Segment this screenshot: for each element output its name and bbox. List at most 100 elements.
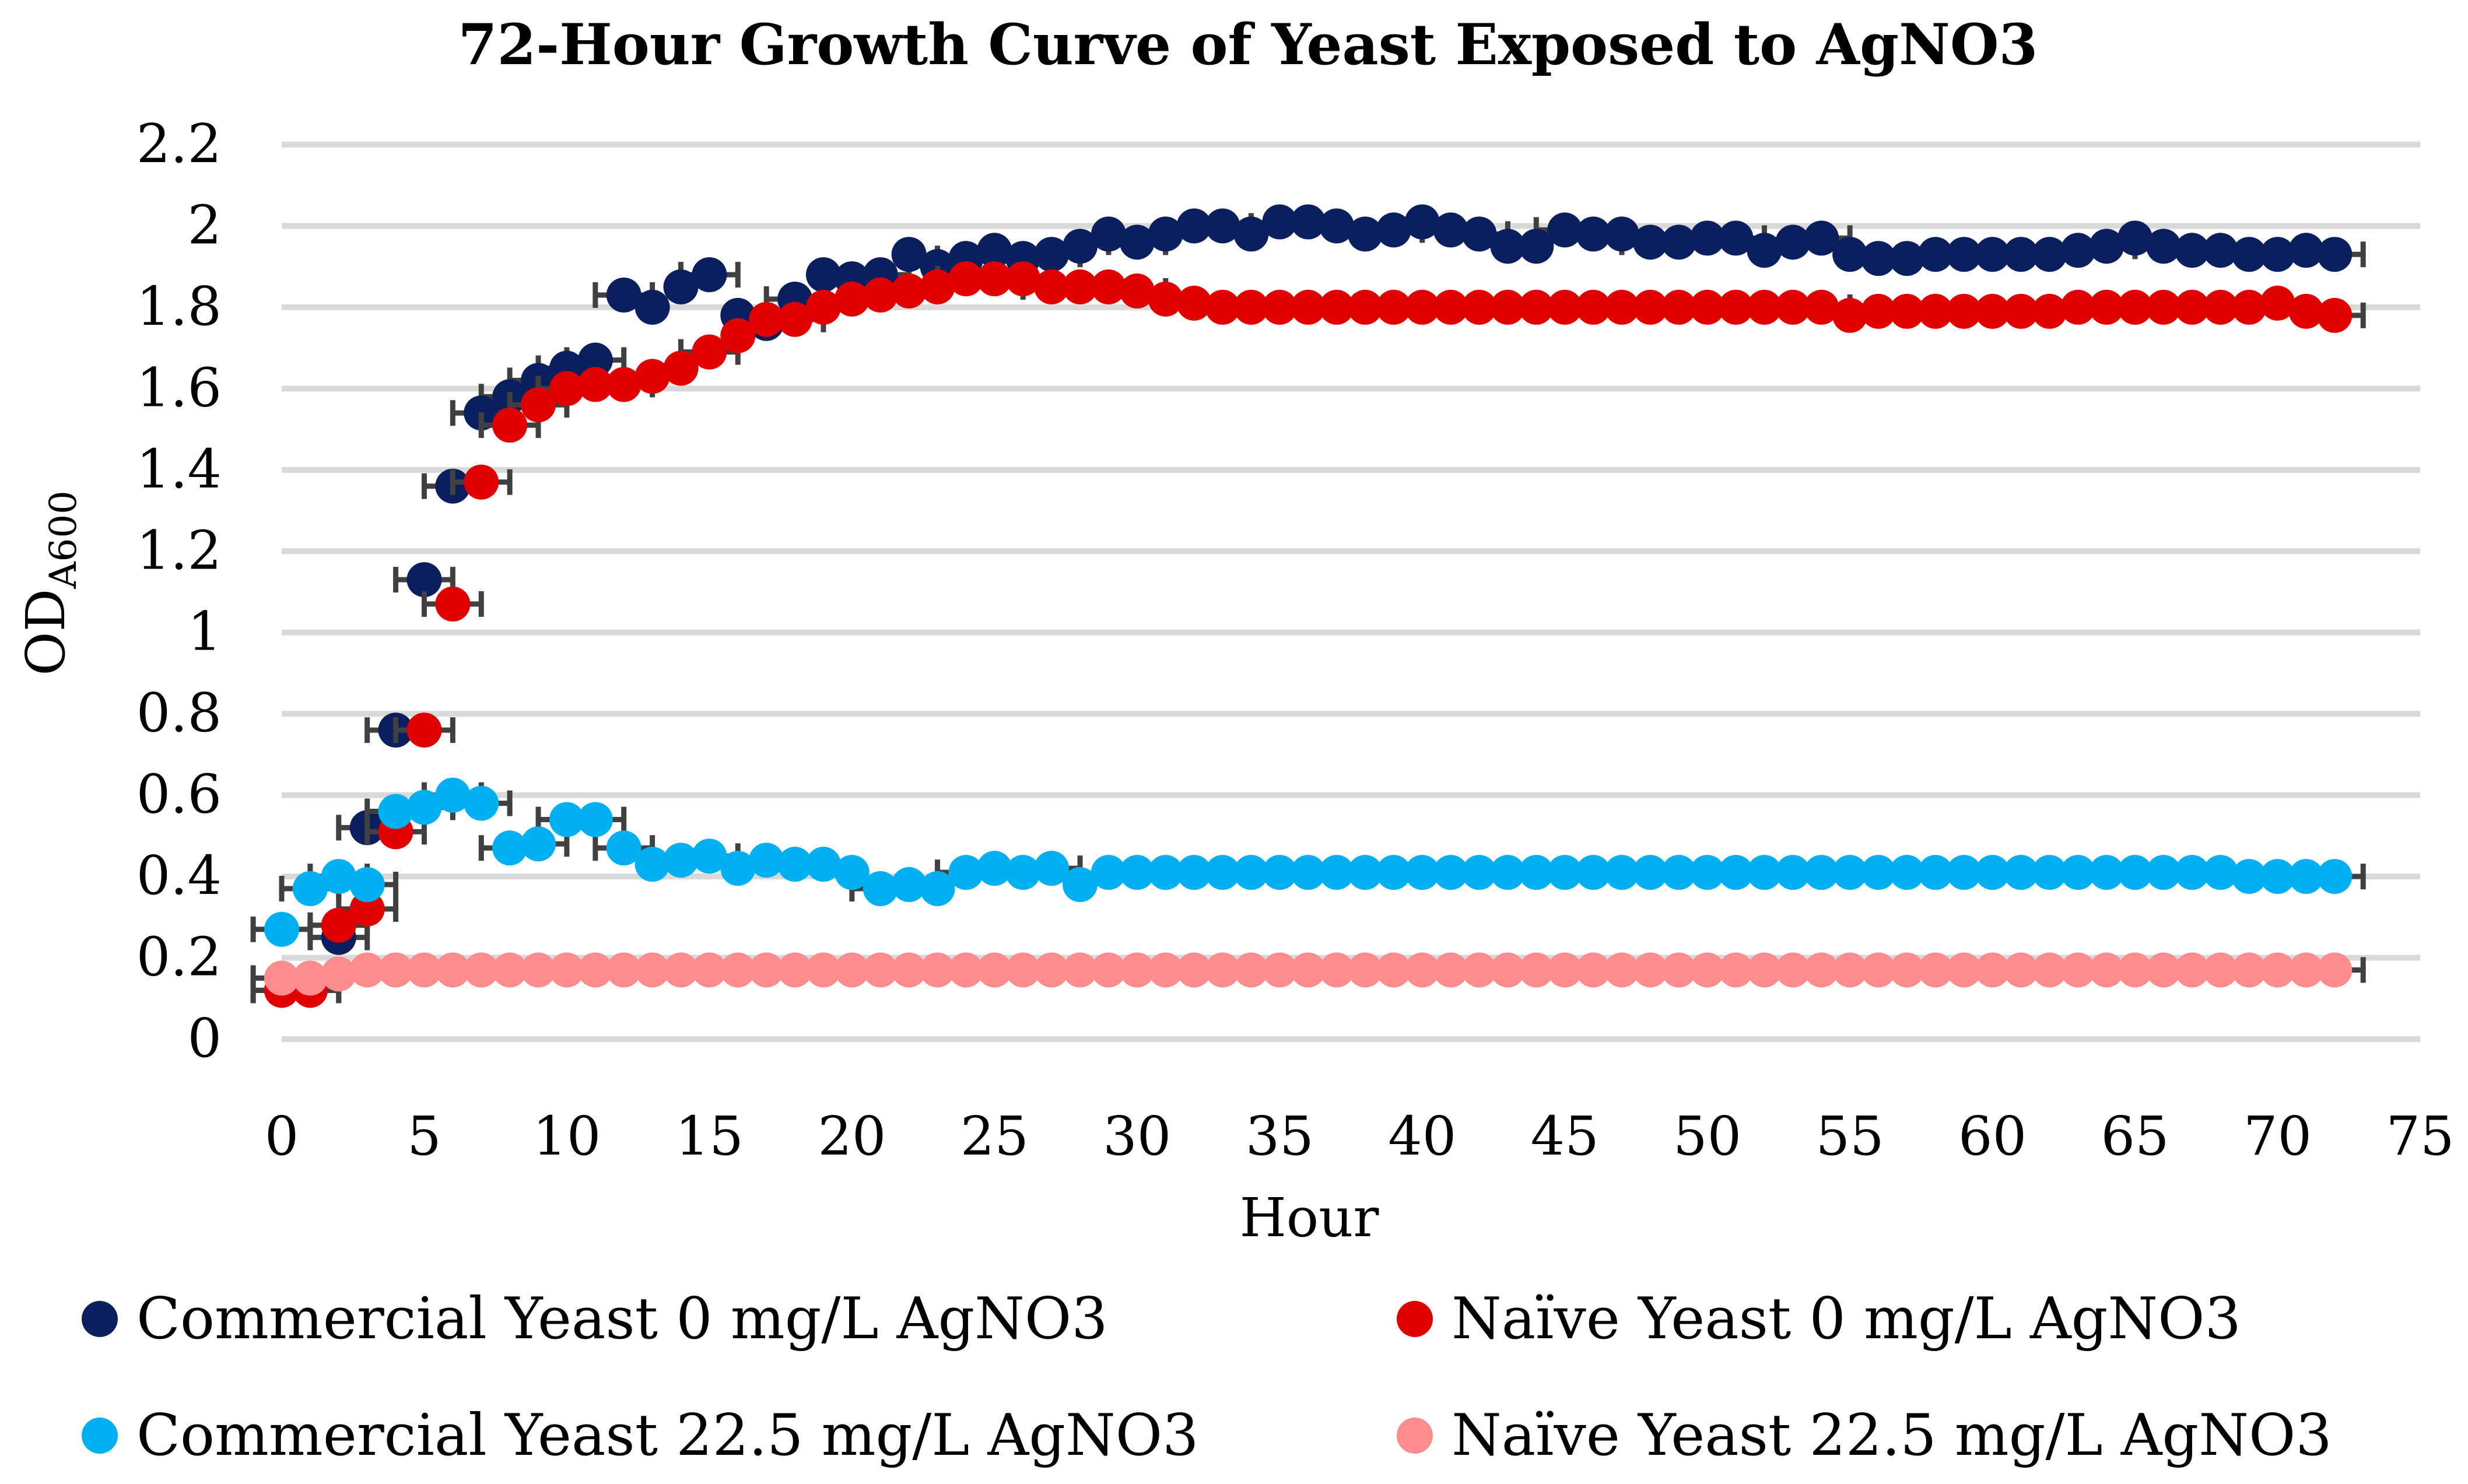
data-point bbox=[406, 952, 442, 988]
data-point bbox=[1034, 952, 1070, 988]
data-point bbox=[1176, 952, 1212, 988]
data-point bbox=[1946, 293, 1982, 329]
data-point bbox=[1091, 269, 1126, 305]
data-point bbox=[1861, 241, 1896, 276]
data-point bbox=[2146, 855, 2181, 890]
data-point bbox=[1433, 212, 1468, 248]
data-point bbox=[805, 289, 841, 325]
data-point bbox=[321, 956, 356, 992]
data-point bbox=[349, 867, 385, 903]
data-point bbox=[1804, 289, 1839, 325]
data-point bbox=[2288, 233, 2324, 268]
data-point bbox=[2032, 293, 2067, 329]
data-point bbox=[521, 387, 556, 423]
data-point bbox=[2260, 859, 2295, 894]
data-point bbox=[977, 233, 1012, 268]
data-point bbox=[1747, 289, 1782, 325]
data-point bbox=[1917, 952, 1953, 988]
data-point bbox=[692, 257, 727, 293]
series-3 bbox=[250, 952, 2366, 996]
legend-label: Commercial Yeast 0 mg/L AgNO3 bbox=[136, 1286, 1108, 1352]
x-tick-label: 10 bbox=[532, 1105, 601, 1167]
legend-label: Commercial Yeast 22.5 mg/L AgNO3 bbox=[136, 1402, 1199, 1469]
data-point bbox=[1148, 216, 1183, 252]
data-point bbox=[492, 830, 528, 866]
data-point bbox=[1347, 216, 1383, 252]
data-point bbox=[1433, 952, 1468, 988]
data-point bbox=[1889, 293, 1924, 329]
data-point bbox=[1632, 289, 1668, 325]
data-point bbox=[834, 281, 870, 317]
data-point bbox=[1661, 952, 1696, 988]
data-point bbox=[1262, 289, 1298, 325]
data-point bbox=[1005, 855, 1041, 890]
data-point bbox=[634, 847, 670, 882]
y-tick-label: 1.8 bbox=[136, 275, 222, 338]
data-point bbox=[1975, 293, 2010, 329]
data-point bbox=[2118, 220, 2153, 256]
data-point bbox=[1119, 855, 1155, 890]
data-point bbox=[1176, 285, 1212, 321]
legend-marker bbox=[82, 1418, 118, 1454]
data-point bbox=[777, 952, 813, 988]
data-point bbox=[1861, 952, 1896, 988]
x-tick-label: 40 bbox=[1388, 1105, 1456, 1167]
data-point bbox=[1205, 208, 1240, 244]
data-point bbox=[1291, 952, 1326, 988]
data-point bbox=[834, 855, 870, 890]
data-point bbox=[2317, 859, 2353, 894]
y-tick-label: 2.2 bbox=[136, 113, 222, 175]
data-point bbox=[1946, 952, 1982, 988]
data-point bbox=[2060, 233, 2096, 268]
data-point bbox=[1775, 289, 1811, 325]
data-point bbox=[634, 289, 670, 325]
data-point bbox=[1176, 208, 1212, 244]
data-point bbox=[1604, 216, 1639, 252]
data-point bbox=[1547, 289, 1583, 325]
legend-label: Naïve Yeast 0 mg/L AgNO3 bbox=[1452, 1286, 2241, 1352]
legend-item-commercial-0: Commercial Yeast 0 mg/L AgNO3 bbox=[82, 1286, 1108, 1352]
data-point bbox=[577, 802, 613, 837]
data-point bbox=[1063, 229, 1098, 264]
data-point bbox=[292, 871, 328, 907]
data-point bbox=[1461, 855, 1497, 890]
data-point bbox=[2174, 855, 2210, 890]
data-point bbox=[920, 952, 955, 988]
data-point bbox=[321, 859, 356, 894]
x-tick-label: 70 bbox=[2243, 1105, 2312, 1167]
y-tick-label: 0.8 bbox=[136, 682, 222, 744]
data-point bbox=[1775, 224, 1811, 260]
x-tick-label: 0 bbox=[265, 1105, 299, 1167]
data-point bbox=[521, 952, 556, 988]
data-point bbox=[1347, 952, 1383, 988]
data-point bbox=[1490, 855, 1526, 890]
data-point bbox=[1576, 952, 1611, 988]
y-axis-label: ODA600 bbox=[15, 490, 85, 676]
data-point bbox=[1861, 293, 1896, 329]
data-point bbox=[1005, 261, 1041, 297]
data-point bbox=[1604, 855, 1639, 890]
data-point bbox=[577, 367, 613, 402]
legend-label: Naïve Yeast 22.5 mg/L AgNO3 bbox=[1452, 1402, 2332, 1469]
data-point bbox=[2317, 952, 2353, 988]
data-point bbox=[1319, 855, 1355, 890]
data-point bbox=[1148, 281, 1183, 317]
data-point bbox=[1490, 229, 1526, 264]
data-point bbox=[920, 269, 955, 305]
legend-item-naive-22-5: Naïve Yeast 22.5 mg/L AgNO3 bbox=[1397, 1402, 2332, 1469]
data-point bbox=[1091, 952, 1126, 988]
data-point bbox=[2003, 293, 2039, 329]
data-point bbox=[2089, 952, 2125, 988]
data-point bbox=[1689, 952, 1725, 988]
data-point bbox=[1661, 289, 1696, 325]
data-point bbox=[2032, 855, 2067, 890]
data-point bbox=[1632, 952, 1668, 988]
data-point bbox=[464, 952, 499, 988]
data-point bbox=[948, 855, 984, 890]
data-point bbox=[692, 334, 727, 370]
data-point bbox=[777, 301, 813, 337]
data-point bbox=[1091, 855, 1126, 890]
data-point bbox=[292, 960, 328, 996]
data-point bbox=[1576, 289, 1611, 325]
data-point bbox=[1632, 224, 1668, 260]
